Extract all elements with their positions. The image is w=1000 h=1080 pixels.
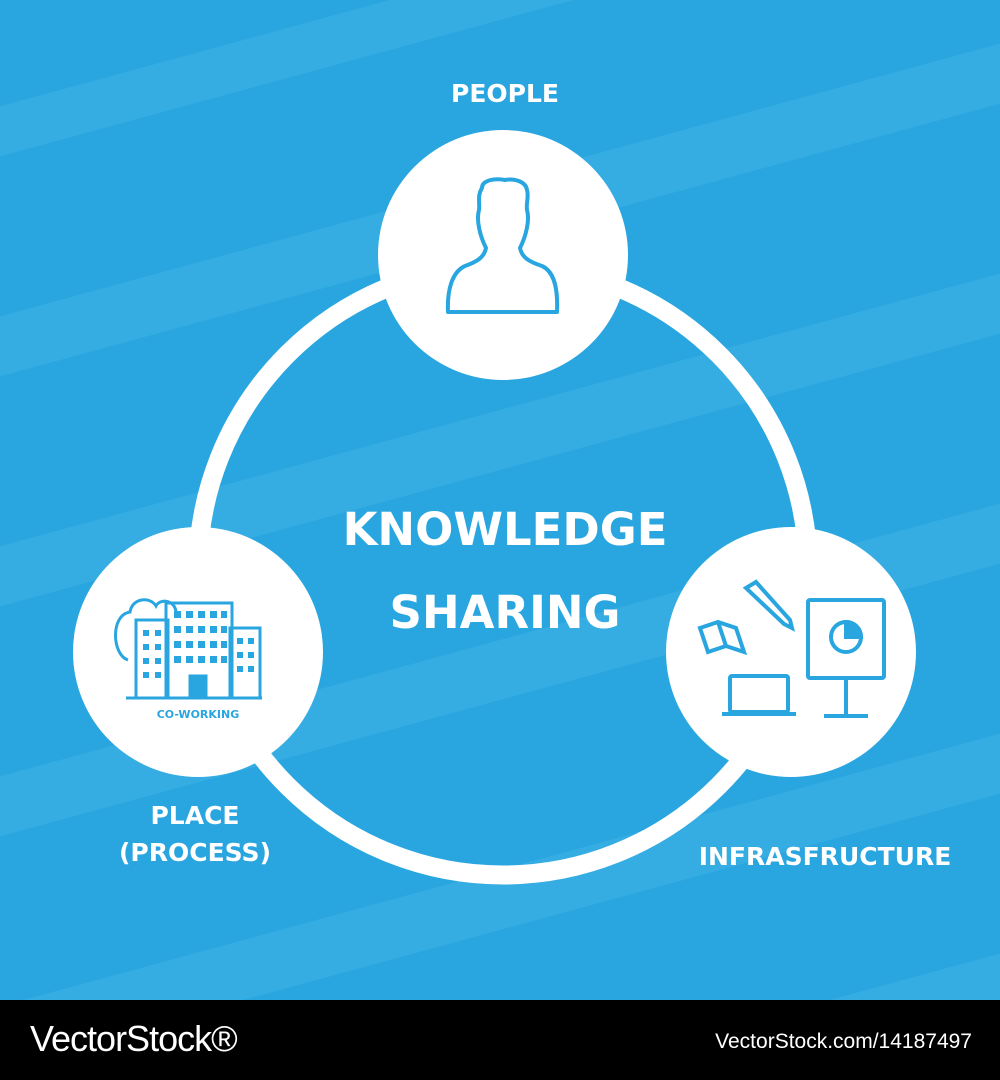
footer-brand: VectorStock® bbox=[30, 1018, 238, 1059]
co-working-caption: CO-WORKING bbox=[156, 708, 240, 721]
diagram-graphics bbox=[0, 0, 1000, 1000]
building-windows bbox=[143, 611, 254, 678]
place-label: PLACE (PROCESS) bbox=[80, 797, 310, 871]
person-bust-icon bbox=[445, 177, 560, 314]
infrastructure-label: INFRASFRUCTURE bbox=[698, 842, 952, 871]
center-title-line2: SHARING bbox=[389, 586, 621, 639]
office-equipment-icon bbox=[697, 579, 886, 718]
footer-image-id: VectorStock.com/14187497 bbox=[715, 1030, 972, 1053]
center-title: KNOWLEDGE SHARING bbox=[290, 488, 720, 654]
office-buildings-icon bbox=[114, 598, 262, 700]
people-label: PEOPLE bbox=[451, 79, 559, 108]
diagram-canvas: PEOPLE PLACE (PROCESS) CO-WORKING INFRAS… bbox=[0, 0, 1000, 1000]
watermark-footer: VectorStock® VectorStock.com/14187497 bbox=[0, 1000, 1000, 1080]
center-title-line1: KNOWLEDGE bbox=[342, 503, 668, 556]
place-label-line1: PLACE bbox=[150, 801, 240, 830]
pencil-icon bbox=[742, 579, 795, 632]
place-label-line2: (PROCESS) bbox=[119, 838, 271, 867]
place-node-circle bbox=[73, 527, 323, 777]
people-node-circle bbox=[378, 130, 628, 380]
